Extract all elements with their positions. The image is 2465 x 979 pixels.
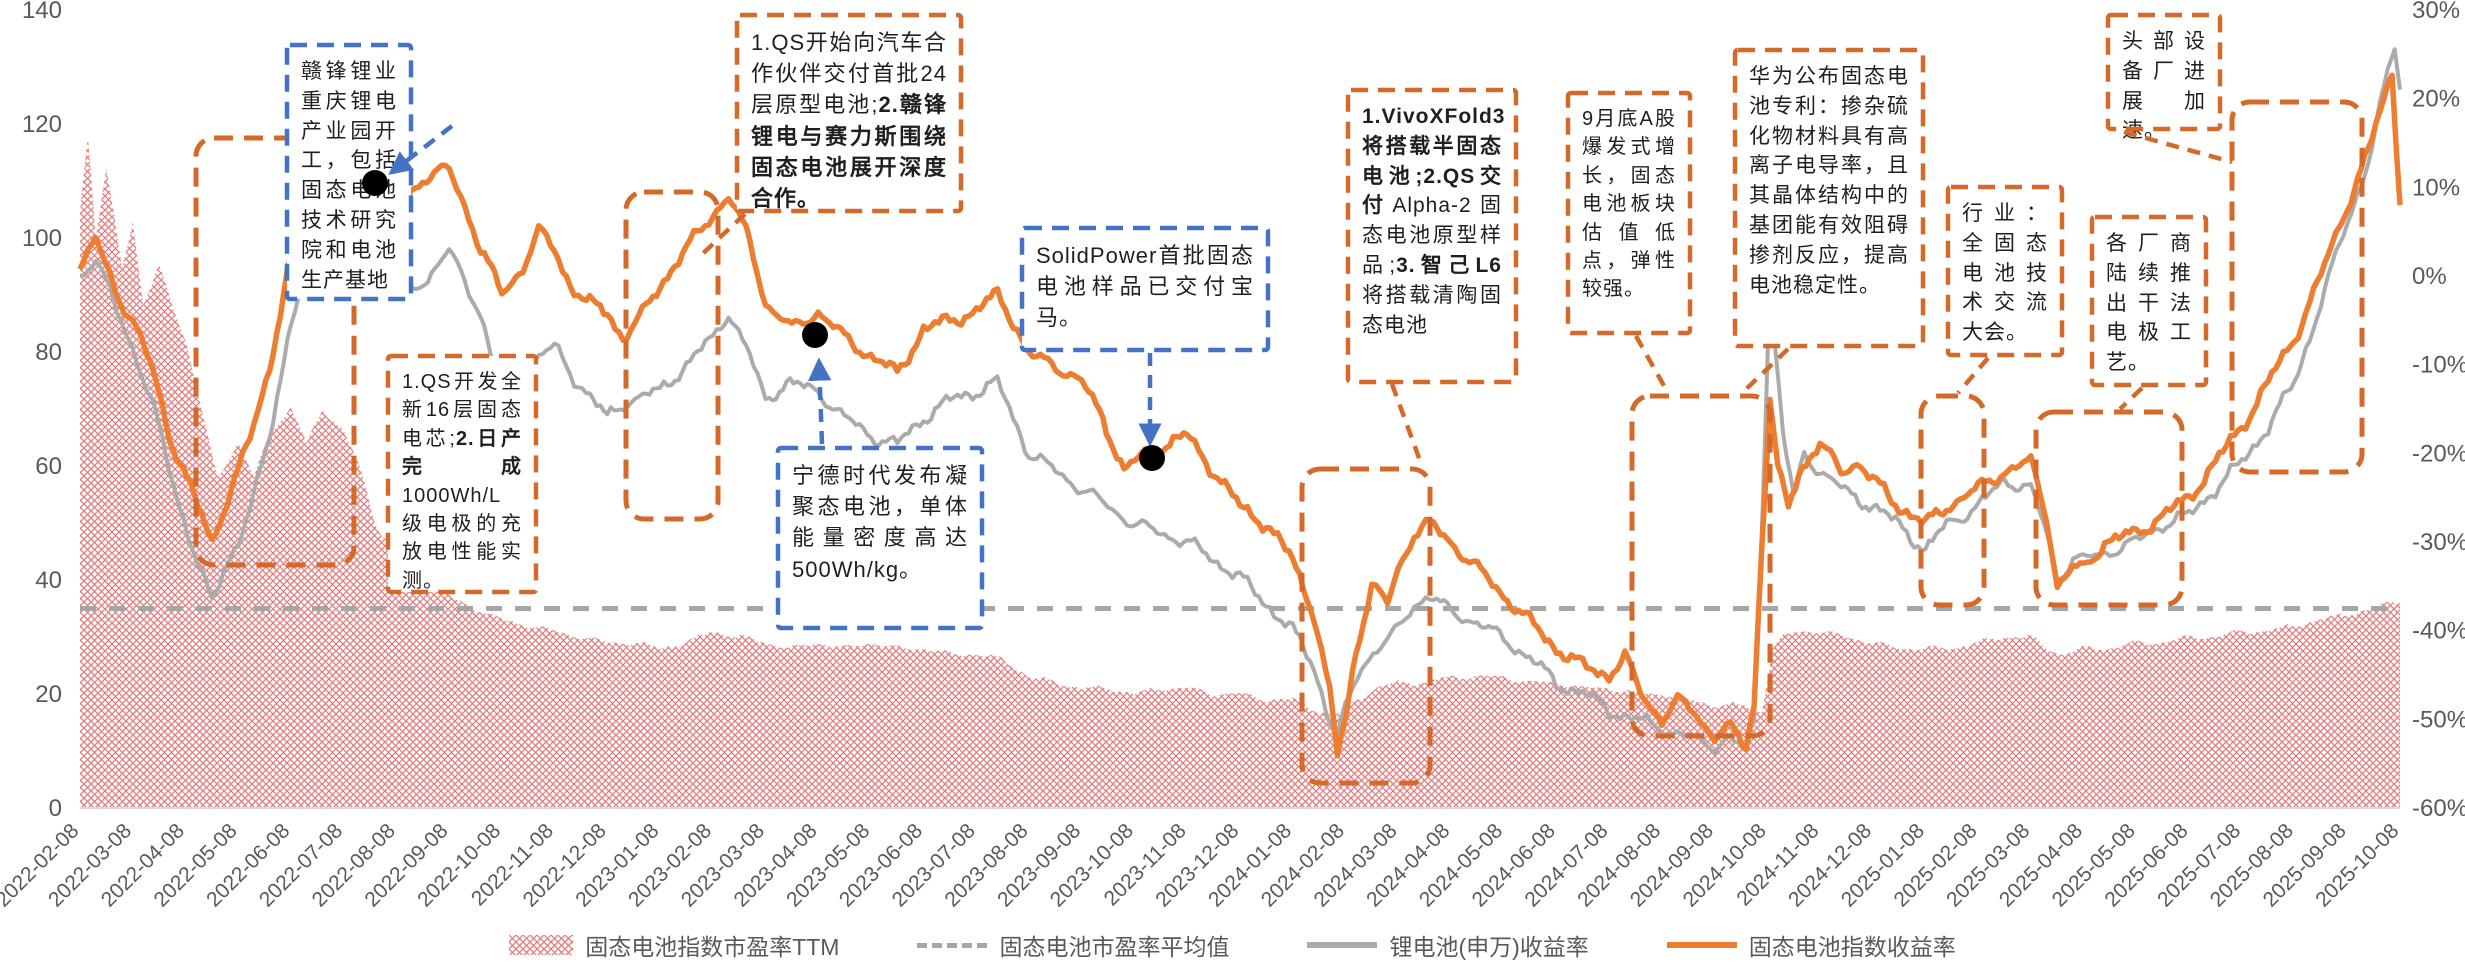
region-2025-jan — [1918, 393, 1987, 608]
legend-swatch-line-4 — [1666, 942, 1737, 948]
annotation-text: 3.智己L6 — [1396, 254, 1502, 278]
legend-label: 固态电池指数收益率 — [1748, 934, 1956, 960]
annotation-text: 行业：全固态电池技术交流大会。 — [1962, 202, 2048, 345]
right-axis-tick: -40% — [2412, 618, 2465, 645]
region-2024-sep-bottom — [1629, 393, 1773, 739]
annotation-text: 9月底A股爆发式增长，固态电池板块估值低点，弹性较强。 — [1582, 108, 1676, 301]
right-axis-tick: 20% — [2412, 86, 2460, 113]
left-axis-tick: 120 — [22, 111, 62, 138]
annotation-text: 将搭载清陶固态电池 — [1362, 283, 1502, 337]
left-axis-tick: 0 — [49, 795, 62, 822]
region-2022-rally — [193, 135, 357, 568]
right-axis-tick: -30% — [2412, 529, 2465, 556]
annotation-text: 宁德时代发布凝聚态电池，单体能量密度高达500Wh/kg。 — [792, 463, 968, 582]
legend-item-3: 锂电池(申万)收益率 — [1307, 928, 1589, 962]
annotation-text: 各厂商陆续推出干法电极工艺。 — [2106, 232, 2192, 375]
chart-legend: 固态电池指数市盈率TTM 固态电池市盈率平均值 锂电池(申万)收益率 固态电池指数收益… — [0, 928, 2465, 962]
right-axis-tick: 10% — [2412, 174, 2460, 201]
annotation-text: 华为公布固态电池专利：掺杂硫化物材料具有高离子电导率，且其晶体结构中的基团能有效… — [1749, 65, 1909, 297]
right-axis-tick: -20% — [2412, 440, 2465, 467]
legend-item-1: 固态电池指数市盈率TTM — [509, 928, 839, 962]
right-axis-tick: 0% — [2412, 263, 2447, 290]
legend-swatch-dashed-2 — [917, 942, 988, 948]
annotation-text: SolidPower首批固态电池样品已交付宝马。 — [1036, 243, 1254, 331]
legend-swatch-hatch-1 — [509, 935, 574, 955]
legend-item-2: 固态电池市盈率平均值 — [917, 928, 1229, 962]
right-axis-tick: -50% — [2412, 706, 2465, 733]
left-axis-tick: 60 — [35, 453, 62, 480]
annotation-box-huawei-patent: 华为公布固态电池专利：掺杂硫化物材料具有高离子电导率，且其晶体结构中的基团能有效… — [1735, 50, 1923, 346]
annotation-box-ganfeng-park: 赣锋锂业重庆锂电产业园开工，包括固态电池技术研究院和电池生产基地 — [287, 45, 411, 299]
annotation-box-head-equipment: 头部设备厂进展加速。 — [2108, 15, 2220, 142]
region-2025-spring — [2033, 409, 2185, 608]
left-axis-tick: 80 — [35, 339, 62, 366]
right-axis-tick: -10% — [2412, 352, 2465, 379]
annotation-text: 1000Wh/L级电极的充放电性能实测。 — [402, 484, 522, 592]
left-axis-tick: 140 — [22, 0, 62, 24]
annotation-box-solidpower-bmw: SolidPower首批固态电池样品已交付宝马。 — [1022, 228, 1268, 350]
legend-swatch-line-3 — [1307, 942, 1378, 948]
annotation-box-qs-first-delivery: 1.QS开始向汽车合作伙伴交付首批24层原型电池;2.赣锋锂电与赛力斯围绕固态电… — [737, 15, 961, 211]
annotation-text: 头部设备厂进展加速。 — [2122, 30, 2206, 143]
region-2023-feb — [623, 189, 721, 522]
annotation-box-september-a-share: 9月底A股爆发式增长，固态电池板块估值低点，弹性较强。 — [1568, 93, 1690, 333]
left-axis-tick: 40 — [35, 567, 62, 594]
right-axis-tick: -60% — [2412, 795, 2465, 822]
legend-label: 固态电池指数市盈率TTM — [585, 934, 840, 960]
right-axis-tick: 30% — [2412, 0, 2460, 24]
left-axis-tick: 20 — [35, 681, 62, 708]
annotation-box-dry-electrode: 各厂商陆续推出干法电极工艺。 — [2092, 217, 2206, 385]
legend-label: 固态电池市盈率平均值 — [999, 934, 1230, 960]
annotation-box-qs-16-layer: 1.QS开发全新16层固态电芯;2.日产完成1000Wh/L级电极的充放电性能实… — [388, 356, 536, 592]
region-2024-feb-crash — [1299, 466, 1433, 786]
left-axis-tick: 100 — [22, 225, 62, 252]
series-area-pe-ttm — [80, 136, 2400, 808]
region-2025-rally — [2229, 99, 2365, 475]
annotation-box-catl-condensed: 宁德时代发布凝聚态电池，单体能量密度高达500Wh/kg。 — [778, 448, 982, 628]
legend-item-4: 固态电池指数收益率 — [1666, 928, 1956, 962]
annotation-text: 赣锋锂业重庆锂电产业园开工，包括固态电池技术研究院和电池生产基地 — [301, 60, 397, 292]
legend-label: 锂电池(申万)收益率 — [1389, 934, 1589, 960]
series-line-solid-state-return — [77, 72, 2403, 759]
series-line-lithium-return — [79, 47, 2402, 756]
annotation-box-industry-conference: 行业：全固态电池技术交流大会。 — [1948, 187, 2062, 355]
annotation-box-vivo-qs-zhiji: 1.VivoXFold3将搭载半固态电池;2.QS交付Alpha-2固态电池原型… — [1348, 90, 1516, 382]
